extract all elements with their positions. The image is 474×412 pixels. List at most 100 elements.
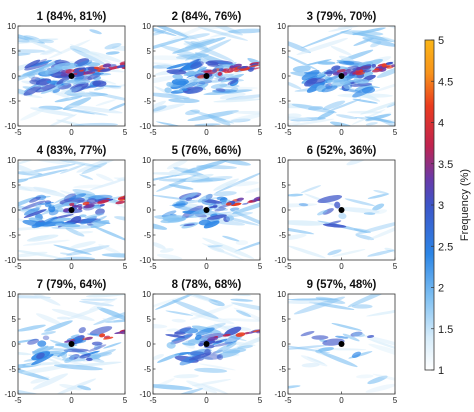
freq-streak	[18, 162, 39, 175]
freq-streak	[340, 30, 384, 36]
heatmap-field	[288, 160, 395, 259]
freq-streak	[288, 116, 312, 121]
freq-streak	[296, 37, 349, 56]
freq-streak	[153, 384, 193, 390]
freq-streak	[365, 383, 395, 393]
freq-streak	[18, 196, 37, 209]
freq-cell	[198, 66, 207, 72]
panel-title: 4 (83%, 77%)	[37, 145, 107, 157]
y-tick-label: -10	[139, 256, 151, 265]
hot-cell	[116, 64, 125, 68]
freq-streak	[29, 107, 76, 117]
freq-cell	[172, 74, 184, 80]
freq-streak	[38, 39, 55, 44]
freq-streak	[360, 99, 395, 115]
origin-marker	[203, 73, 210, 79]
freq-cell	[182, 342, 196, 346]
origin-marker	[338, 341, 345, 347]
origin-marker	[203, 207, 210, 213]
x-tick-label: -5	[284, 262, 292, 271]
heatmap-field	[18, 160, 125, 260]
freq-streak	[356, 374, 374, 379]
freq-streak	[367, 249, 395, 257]
freq-streak	[327, 249, 342, 256]
freq-streak	[288, 245, 326, 259]
freq-cell	[216, 196, 227, 201]
hot-cell	[213, 340, 223, 344]
freq-cell	[48, 209, 59, 216]
hot-cell	[381, 63, 387, 68]
hot-cell	[345, 68, 352, 72]
hot-cell	[102, 63, 112, 68]
freq-cell	[216, 73, 234, 78]
colorbar: 1 1.5 2 2.5 3 3.5 4 4.5 5 Frequency (%)	[424, 35, 471, 377]
freq-cell	[195, 327, 215, 336]
hot-cell	[371, 64, 376, 68]
freq-cell	[322, 208, 334, 215]
freq-streak	[337, 93, 393, 98]
freq-cell	[213, 341, 233, 347]
heatmap-field	[18, 28, 125, 126]
hot-cell	[84, 336, 93, 341]
freq-cell	[350, 331, 363, 337]
freq-cell	[203, 331, 213, 338]
freq-cell	[317, 195, 343, 204]
x-tick-label: -5	[149, 396, 157, 405]
freq-cell	[363, 212, 376, 215]
freq-cell	[331, 65, 341, 71]
hot-cell	[231, 202, 242, 207]
freq-cell	[183, 223, 195, 227]
origin-marker	[68, 207, 75, 213]
hot-cell	[207, 336, 218, 342]
freq-cell	[228, 62, 237, 67]
x-tick-label: -5	[14, 128, 22, 137]
hot-cell	[63, 339, 76, 343]
freq-streak	[153, 55, 195, 61]
freq-cell	[84, 213, 105, 219]
freq-streak	[237, 345, 254, 349]
freq-cell	[166, 341, 176, 349]
y-tick-label: 5	[12, 47, 17, 56]
freq-cell	[29, 79, 41, 85]
freq-streak	[18, 178, 29, 184]
y-tick-label: 0	[282, 72, 287, 81]
freq-cell	[79, 214, 87, 218]
freq-cell	[318, 347, 334, 352]
hot-cell	[88, 202, 100, 205]
y-tick-label: -5	[279, 365, 287, 374]
y-tick-label: 10	[142, 22, 151, 31]
freq-streak	[376, 66, 395, 79]
freq-streak	[92, 225, 125, 242]
hot-cell	[198, 342, 204, 347]
panel-title: 5 (76%, 66%)	[172, 145, 242, 157]
freq-streak	[235, 240, 249, 246]
freq-streak	[288, 345, 328, 350]
colorbar-tick-label: 4	[438, 118, 444, 130]
freq-streak	[153, 26, 177, 37]
freq-cell	[188, 352, 212, 361]
freq-cell	[326, 69, 333, 77]
freq-streak	[18, 160, 47, 169]
freq-streak	[301, 362, 320, 368]
hot-cell	[212, 204, 218, 209]
freq-streak	[365, 122, 378, 126]
colorbar-tick-label: 1	[438, 365, 444, 377]
freq-cell	[185, 197, 193, 202]
freq-streak	[327, 98, 362, 112]
freq-streak	[56, 316, 71, 320]
freq-cell	[197, 193, 213, 203]
freq-streak	[153, 173, 184, 183]
freq-streak	[368, 223, 395, 241]
freq-streak	[18, 38, 59, 45]
freq-cell	[339, 77, 348, 85]
freq-streak	[331, 323, 362, 331]
freq-streak	[185, 109, 200, 116]
freq-streak	[177, 160, 230, 176]
freq-cell	[338, 212, 347, 220]
freq-cell	[321, 85, 338, 93]
freq-cell	[37, 201, 54, 206]
colorbar-tick-label: 2	[438, 283, 444, 295]
freq-cell	[334, 201, 341, 209]
freq-cell	[206, 214, 227, 220]
